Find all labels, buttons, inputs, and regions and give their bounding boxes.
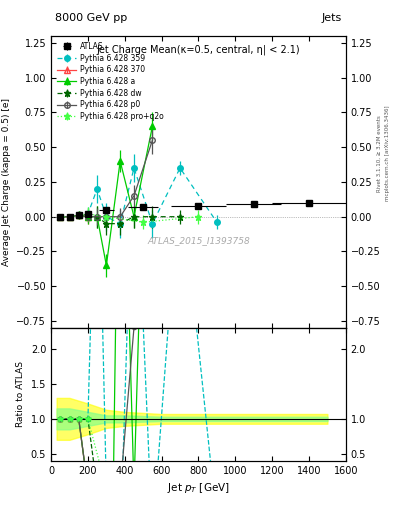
Text: Jets: Jets — [321, 13, 342, 23]
X-axis label: Jet $p_T$ [GeV]: Jet $p_T$ [GeV] — [167, 481, 230, 495]
Text: Jet Charge Mean(κ=0.5, central, η| < 2.1): Jet Charge Mean(κ=0.5, central, η| < 2.1… — [97, 45, 300, 55]
Y-axis label: Average Jet Charge (kappa = 0.5) [e]: Average Jet Charge (kappa = 0.5) [e] — [2, 98, 11, 266]
Text: 8000 GeV pp: 8000 GeV pp — [55, 13, 127, 23]
Text: ATLAS_2015_I1393758: ATLAS_2015_I1393758 — [147, 236, 250, 245]
Y-axis label: Ratio to ATLAS: Ratio to ATLAS — [16, 361, 25, 428]
Legend: ATLAS, Pythia 6.428 359, Pythia 6.428 370, Pythia 6.428 a, Pythia 6.428 dw, Pyth: ATLAS, Pythia 6.428 359, Pythia 6.428 37… — [55, 39, 166, 123]
Text: mcplots.cern.ch [arXiv:1306.3436]: mcplots.cern.ch [arXiv:1306.3436] — [385, 106, 389, 201]
Text: Rivet 3.1.10, ≥ 3.2M events: Rivet 3.1.10, ≥ 3.2M events — [377, 115, 382, 192]
